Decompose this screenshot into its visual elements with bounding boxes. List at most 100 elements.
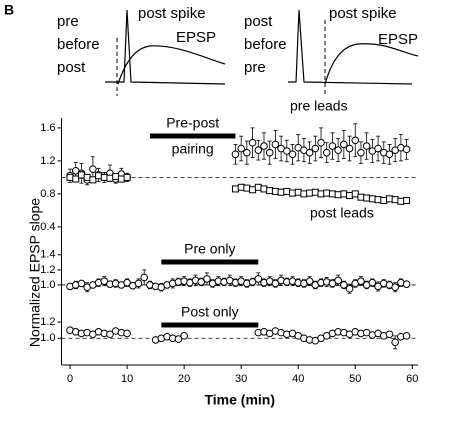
marker-circle (180, 332, 188, 340)
panel-label: B (4, 2, 14, 18)
inset-post-before-pre: post before pre post spike EPSP (244, 5, 419, 96)
marker-circle (345, 284, 354, 293)
y-tick-label: 0.8 (40, 188, 55, 200)
marker-circle (106, 330, 114, 339)
marker-circle (368, 278, 377, 287)
marker-square (374, 196, 382, 204)
y-tick-label: 1.2 (40, 155, 55, 167)
marker-circle (391, 283, 399, 292)
marker-square (271, 187, 279, 195)
marker-circle (402, 332, 411, 340)
x-axis-label: Time (min) (204, 392, 275, 408)
inset-label: pre (57, 13, 79, 30)
marker-square (385, 195, 393, 203)
marker-circle (328, 142, 337, 150)
marker-circle (134, 279, 143, 288)
marker-square (306, 189, 314, 197)
y-tick-label: 1.0 (40, 279, 55, 291)
marker-circle (77, 279, 86, 288)
marker-square (397, 197, 405, 205)
inset-trace (288, 9, 413, 85)
inset-spike-label: post spike (329, 5, 397, 22)
marker-circle (89, 165, 97, 173)
marker-square (266, 187, 274, 195)
marker-circle (248, 138, 257, 147)
marker-square (117, 175, 125, 183)
marker-square (100, 173, 108, 181)
series-label: pre leads (290, 98, 348, 114)
inset-label: post (57, 59, 86, 76)
marker-circle (174, 335, 183, 343)
marker-square (317, 190, 325, 198)
y-tick-label: 1.4 (40, 249, 55, 261)
marker-square (72, 175, 80, 183)
marker-circle (283, 147, 291, 155)
marker-circle (357, 277, 365, 285)
marker-circle (402, 280, 411, 288)
y-tick-label: 1.6 (40, 122, 55, 134)
x-tick-label: 50 (349, 373, 361, 385)
y-tick-label: 1.0 (40, 332, 55, 344)
inset-label: before (244, 36, 287, 53)
marker-square (95, 172, 103, 180)
inset-pre-before-post: pre before post post spike EPSP (57, 5, 226, 96)
marker-circle (254, 275, 263, 283)
marker-circle (391, 338, 399, 347)
y-axis-label: Normalized EPSP slope (27, 198, 43, 347)
marker-circle (351, 136, 360, 145)
marker-square (323, 189, 331, 197)
marker-square (363, 194, 371, 202)
y-tick-label: 0.4 (40, 221, 55, 233)
marker-square (368, 195, 376, 203)
marker-square (89, 176, 97, 184)
marker-circle (271, 140, 280, 149)
inset-epsp-label: EPSP (378, 31, 418, 48)
marker-circle (334, 146, 342, 154)
marker-circle (385, 330, 394, 339)
marker-circle (362, 142, 371, 150)
marker-square (106, 174, 114, 182)
x-tick-label: 40 (292, 373, 304, 385)
x-tick-label: 60 (406, 373, 418, 385)
marker-circle (317, 138, 325, 147)
annotation: Pre only (184, 241, 235, 257)
marker-circle (402, 145, 411, 154)
marker-circle (288, 150, 297, 159)
marker-square (277, 188, 285, 196)
marker-circle (311, 144, 320, 153)
marker-square (231, 185, 239, 193)
marker-square (237, 183, 245, 191)
marker-square (283, 187, 291, 195)
inset-epsp-label: EPSP (176, 29, 216, 46)
marker-circle (340, 140, 348, 149)
marker-circle (260, 142, 268, 150)
marker-circle (357, 148, 365, 157)
annotation: Pre-post (166, 115, 219, 131)
marker-square (403, 196, 411, 204)
marker-square (311, 188, 319, 196)
x-tick-label: 10 (121, 373, 133, 385)
x-tick-label: 20 (178, 373, 190, 385)
marker-square (243, 184, 251, 192)
marker-square (300, 190, 308, 198)
annotation: Post only (181, 304, 239, 320)
inset-trace (324, 43, 419, 85)
marker-square (357, 193, 365, 201)
marker-square (123, 173, 131, 181)
inset-spike-label: post spike (138, 5, 206, 22)
marker-circle (271, 279, 280, 288)
marker-circle (374, 282, 382, 291)
marker-square (328, 190, 336, 198)
series-label: post leads (310, 205, 374, 221)
inset-label: before (57, 36, 100, 53)
marker-square (83, 173, 91, 181)
marker-circle (140, 273, 149, 282)
marker-square (66, 173, 74, 181)
marker-circle (305, 148, 314, 157)
marker-square (294, 188, 302, 196)
marker-circle (305, 277, 314, 285)
marker-square (254, 183, 262, 191)
marker-square (112, 173, 120, 181)
marker-square (289, 189, 297, 197)
